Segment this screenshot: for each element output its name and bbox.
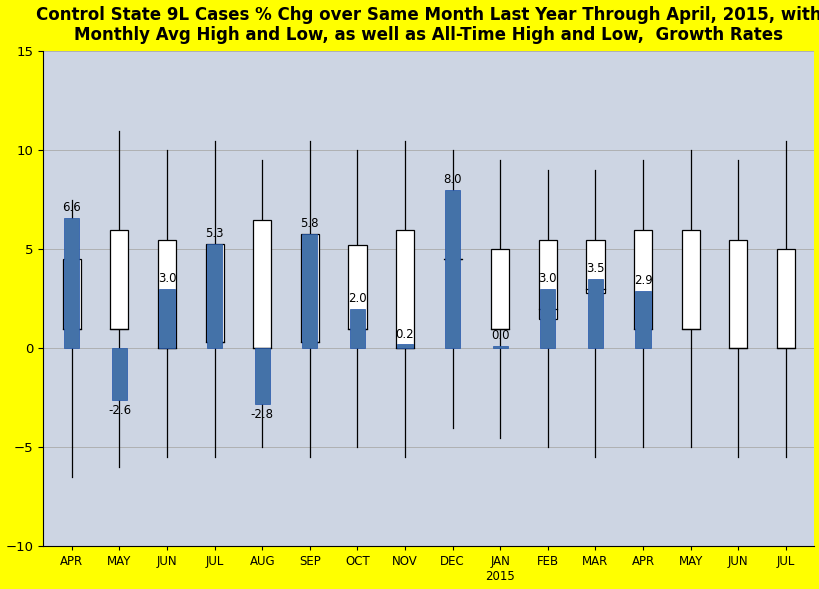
Bar — [538, 240, 556, 319]
Text: -2.6: -2.6 — [108, 404, 131, 417]
Text: 5.3: 5.3 — [205, 227, 224, 240]
Bar — [350, 309, 364, 349]
Bar — [633, 230, 651, 329]
Text: 3.0: 3.0 — [157, 272, 176, 285]
Text: 3.5: 3.5 — [586, 262, 604, 275]
Bar — [445, 190, 459, 349]
Text: -2.8: -2.8 — [251, 408, 274, 421]
Bar — [301, 234, 319, 342]
Bar — [776, 250, 794, 349]
Text: 0.0: 0.0 — [491, 329, 509, 342]
Text: 2.9: 2.9 — [633, 274, 652, 287]
Bar — [396, 230, 414, 349]
Bar — [159, 289, 174, 349]
Bar — [111, 349, 127, 400]
Bar — [255, 349, 269, 404]
Bar — [397, 345, 412, 349]
Bar — [302, 234, 317, 349]
Bar — [491, 250, 509, 329]
Bar — [587, 279, 602, 349]
Bar — [728, 240, 746, 349]
Bar — [158, 240, 176, 349]
Bar — [111, 230, 129, 329]
Bar — [206, 243, 222, 349]
Bar — [635, 291, 650, 349]
Bar — [253, 220, 271, 349]
Bar — [348, 246, 366, 329]
Bar — [206, 243, 224, 342]
Text: 6.6: 6.6 — [62, 201, 81, 214]
Text: 0.2: 0.2 — [396, 327, 414, 340]
Bar — [63, 259, 81, 329]
Text: 2.0: 2.0 — [348, 292, 366, 305]
Title: Control State 9L Cases % Chg over Same Month Last Year Through April, 2015, with: Control State 9L Cases % Chg over Same M… — [36, 5, 819, 44]
Bar — [540, 289, 554, 349]
Bar — [492, 346, 507, 349]
Text: 5.8: 5.8 — [301, 217, 319, 230]
Bar — [586, 240, 604, 293]
Bar — [681, 230, 699, 329]
Text: 8.0: 8.0 — [443, 173, 461, 186]
Text: 3.0: 3.0 — [538, 272, 556, 285]
Bar — [64, 218, 79, 349]
